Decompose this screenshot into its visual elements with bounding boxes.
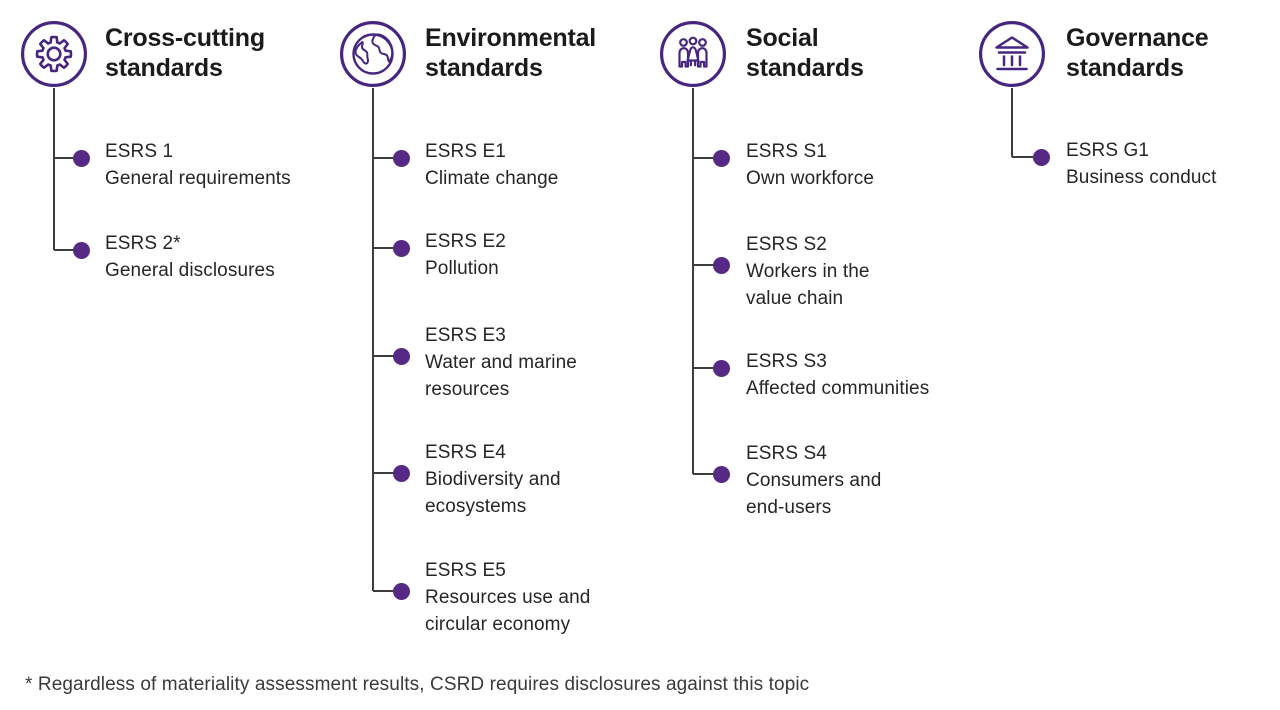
connector-branch <box>693 264 721 266</box>
item-bullet <box>392 347 410 365</box>
item-code: ESRS S1 <box>746 141 827 162</box>
item-code: ESRS 1 <box>105 141 174 162</box>
connector-branch <box>373 157 401 159</box>
connector-trunk <box>692 88 694 474</box>
item-bullet <box>712 149 730 167</box>
item-label: Affected communities <box>746 378 930 399</box>
item-bullet <box>712 465 730 483</box>
connector-branch <box>373 590 401 592</box>
globe-icon <box>339 20 407 88</box>
list-item: ESRS G1 Business conduct <box>1066 137 1217 191</box>
list-item: ESRS S2 Workers in the value chain <box>746 231 870 312</box>
item-label: Pollution <box>425 258 499 279</box>
connector-branch <box>373 247 401 249</box>
bank-icon <box>978 20 1046 88</box>
item-bullet <box>392 582 410 600</box>
connector-trunk <box>372 88 374 591</box>
item-label: resources <box>425 379 510 400</box>
footnote: * Regardless of materiality assessment r… <box>25 674 810 695</box>
list-item: ESRS 2* General disclosures <box>105 230 275 284</box>
list-item: ESRS S4 Consumers and end-users <box>746 440 881 521</box>
item-label: circular economy <box>425 614 571 635</box>
column-title: Cross-cutting standards <box>105 23 265 83</box>
connector-branch <box>1012 156 1041 158</box>
item-label: Own workforce <box>746 168 875 189</box>
item-bullet <box>392 149 410 167</box>
item-label: ecosystems <box>425 496 527 517</box>
item-label: Workers in the <box>746 261 870 282</box>
item-label: Consumers and <box>746 470 882 491</box>
connector-branch <box>54 249 81 251</box>
list-item: ESRS S3 Affected communities <box>746 348 929 402</box>
connector-branch <box>693 473 721 475</box>
title-line: Governance <box>1066 24 1209 52</box>
item-code: ESRS E4 <box>425 442 506 463</box>
item-label: Biodiversity and <box>425 469 561 490</box>
connector-branch <box>54 157 81 159</box>
item-bullet <box>712 359 730 377</box>
title-line: Environmental <box>425 24 597 52</box>
item-code: ESRS 2* <box>105 233 181 254</box>
item-label: Climate change <box>425 168 559 189</box>
column-title: Social standards <box>746 23 864 83</box>
column-title: Governance standards <box>1066 23 1209 83</box>
item-label: Water and marine <box>425 352 577 373</box>
people-icon <box>659 20 727 88</box>
title-line: standards <box>746 54 864 82</box>
list-item: ESRS E4 Biodiversity and ecosystems <box>425 439 561 520</box>
item-label: Business conduct <box>1066 167 1217 188</box>
item-bullet <box>1032 148 1050 166</box>
list-item: ESRS E2 Pollution <box>425 228 506 282</box>
title-line: standards <box>425 54 543 82</box>
list-item: ESRS 1 General requirements <box>105 138 291 192</box>
title-line: Cross-cutting <box>105 24 265 52</box>
title-line: standards <box>105 54 223 82</box>
list-item: ESRS E1 Climate change <box>425 138 558 192</box>
item-code: ESRS E3 <box>425 325 506 346</box>
list-item: ESRS E3 Water and marine resources <box>425 322 577 403</box>
item-label: value chain <box>746 288 844 309</box>
column-title: Environmental standards <box>425 23 596 83</box>
item-bullet <box>712 256 730 274</box>
item-bullet <box>392 464 410 482</box>
item-bullet <box>392 239 410 257</box>
item-code: ESRS S2 <box>746 234 827 255</box>
item-code: ESRS S4 <box>746 443 827 464</box>
list-item: ESRS S1 Own workforce <box>746 138 874 192</box>
gear-icon <box>20 20 88 88</box>
item-label: Resources use and <box>425 587 591 608</box>
item-code: ESRS S3 <box>746 351 827 372</box>
connector-branch <box>373 472 401 474</box>
item-code: ESRS E1 <box>425 141 506 162</box>
item-label: end-users <box>746 497 832 518</box>
item-bullet <box>72 149 90 167</box>
list-item: ESRS E5 Resources use and circular econo… <box>425 557 590 638</box>
item-code: ESRS E2 <box>425 231 506 252</box>
item-label: General disclosures <box>105 260 275 281</box>
connector-branch <box>693 367 721 369</box>
title-line: standards <box>1066 54 1184 82</box>
item-code: ESRS E5 <box>425 560 506 581</box>
connector-trunk <box>53 88 55 250</box>
title-line: Social <box>746 24 819 52</box>
connector-trunk <box>1011 88 1013 157</box>
connector-branch <box>693 157 721 159</box>
item-code: ESRS G1 <box>1066 140 1150 161</box>
item-bullet <box>72 241 90 259</box>
connector-branch <box>373 355 401 357</box>
item-label: General requirements <box>105 168 291 189</box>
